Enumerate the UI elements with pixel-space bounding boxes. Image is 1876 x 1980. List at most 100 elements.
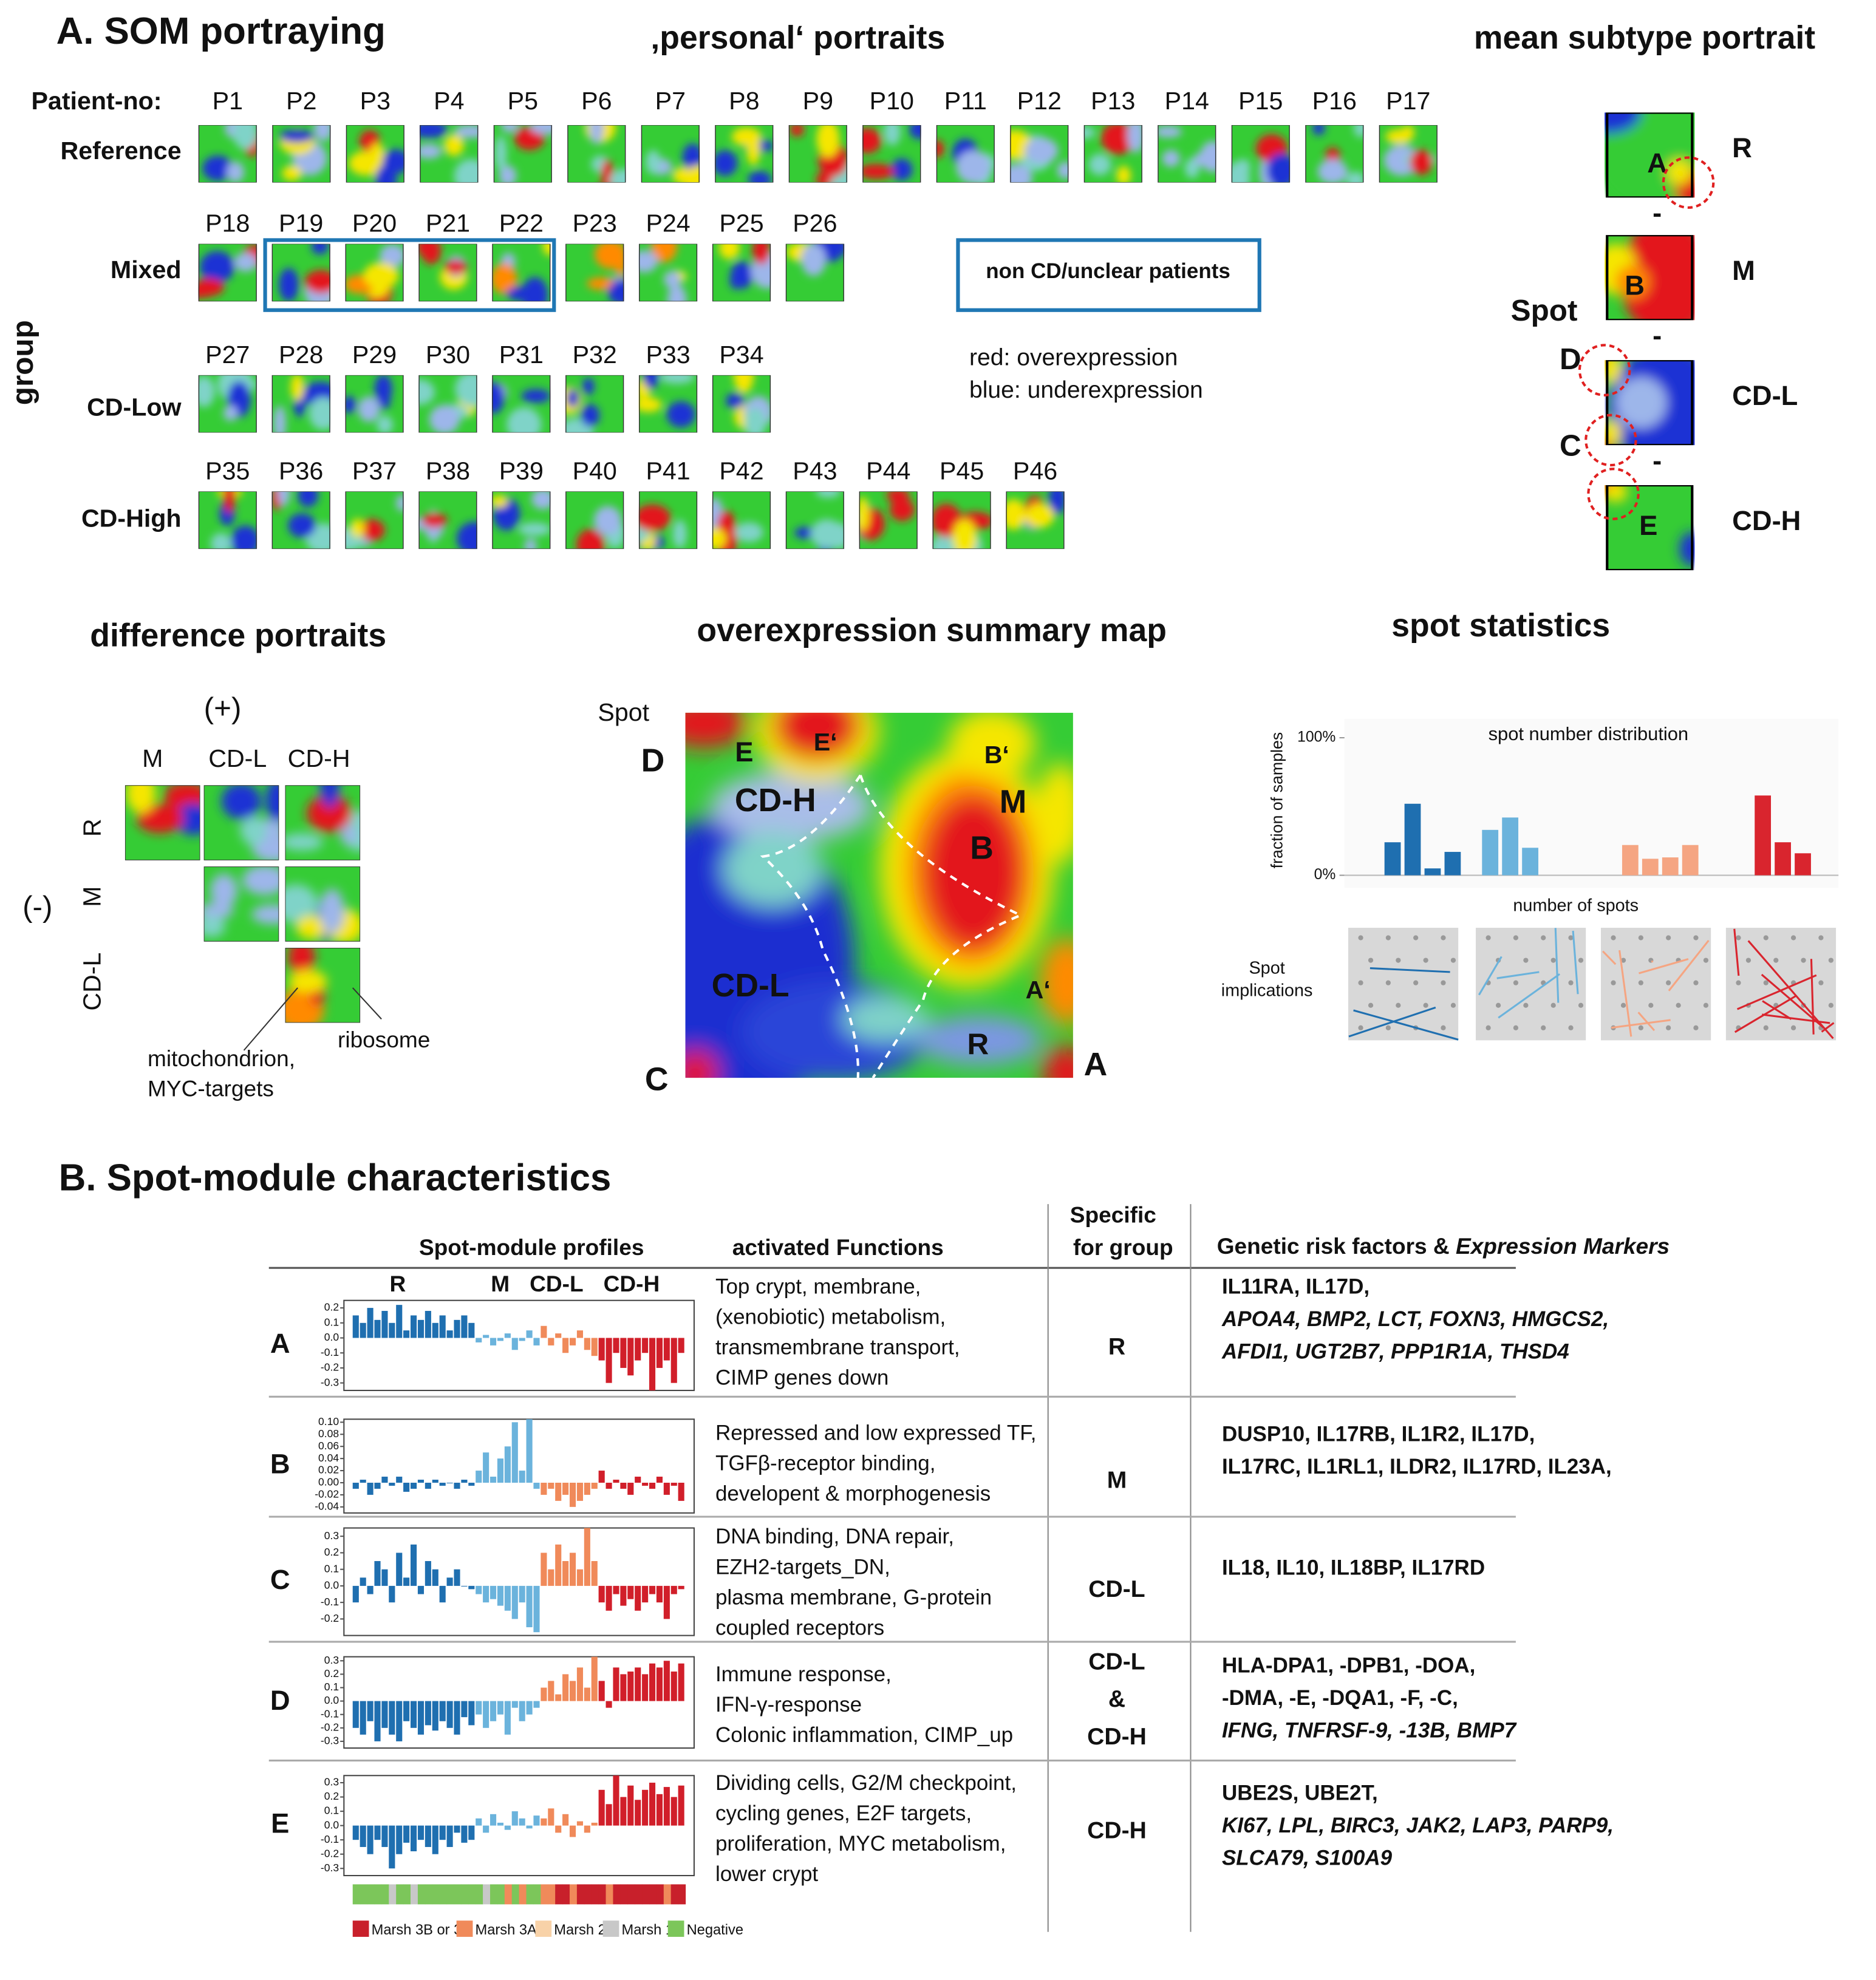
blob: [231, 525, 258, 549]
profile-bar: [360, 1322, 366, 1338]
row-label: Reference: [60, 137, 181, 165]
blob: [285, 1004, 303, 1021]
profile-bar: [381, 1701, 388, 1728]
portrait-frame: [639, 491, 698, 549]
portrait-blobs: [1157, 126, 1216, 179]
profile-bar: [417, 1319, 425, 1338]
profile-bar: [555, 1825, 562, 1833]
blob: [499, 165, 517, 183]
implication-dot: [1818, 935, 1824, 941]
portrait-frame: [271, 243, 330, 302]
blob: [1083, 126, 1096, 139]
implication-dot: [1450, 958, 1456, 963]
marsh-cell: [374, 1884, 382, 1905]
blob: [491, 263, 517, 294]
portrait-frame: [285, 866, 361, 942]
portrait: [565, 243, 624, 302]
portrait-blobs: [126, 785, 200, 835]
subtitle: ‚personal‘ portraits: [650, 20, 945, 56]
profile-bar: [381, 1569, 388, 1586]
profile-bar: [410, 1544, 417, 1586]
portrait-blobs: [279, 243, 331, 302]
blob: [429, 404, 460, 433]
specific-group: R: [1108, 1333, 1125, 1359]
blob: [1354, 124, 1364, 138]
profile-bar: [584, 1687, 590, 1701]
marsh-cell: [584, 1884, 592, 1905]
profile-frame: [343, 1418, 695, 1514]
y-tick-label: -0.1: [321, 1833, 339, 1845]
blob: [282, 165, 302, 181]
portrait-blobs: [198, 375, 258, 421]
profile-bar: [461, 1480, 468, 1483]
blob: [374, 375, 392, 404]
blob: [859, 497, 870, 531]
portrait: [345, 491, 404, 549]
y-tick-label: 0.08: [318, 1427, 339, 1440]
blob: [1048, 491, 1065, 515]
portrait-frame: [271, 491, 330, 549]
portrait-blobs: [932, 503, 992, 549]
blob: [638, 397, 662, 412]
blob: [936, 140, 944, 158]
profile-bar: [605, 1585, 612, 1611]
y-tick-label: 0.1: [324, 1316, 339, 1328]
spot-letter: D: [1560, 342, 1581, 376]
portrait-blobs: [273, 375, 331, 433]
implication-dot: [1763, 980, 1769, 985]
blob: [524, 539, 537, 549]
portrait-blobs: [418, 509, 477, 549]
blob: [1101, 124, 1136, 155]
portrait: [198, 375, 258, 433]
portrait: [418, 491, 477, 549]
patient-id: P36: [279, 457, 323, 485]
profile-bar: [461, 1585, 468, 1587]
profile-bar: [432, 1701, 438, 1731]
implication-dot: [1550, 1002, 1556, 1008]
blob: [223, 405, 238, 421]
portrait-blobs: [576, 506, 624, 549]
implication-dot: [1358, 980, 1363, 985]
patient-id: P41: [646, 457, 690, 485]
legend-label: Marsh 3B or 3C: [372, 1922, 472, 1938]
subtitle: spot statistics: [1391, 608, 1610, 644]
portrait-frame: [936, 124, 995, 183]
map-label: M: [1000, 784, 1027, 820]
blob: [725, 393, 745, 409]
blob: [589, 124, 604, 145]
blob: [718, 243, 740, 260]
profile-bar: [533, 1482, 540, 1489]
separator: -: [1653, 320, 1662, 351]
profile-bar: [511, 1701, 518, 1708]
blob: [824, 243, 839, 258]
blob: [454, 124, 479, 138]
y-tick-label: 0.00: [318, 1476, 339, 1488]
diff-row-label: CD-L: [78, 953, 106, 1011]
implication-dot: [1745, 958, 1752, 963]
patient-id: P24: [646, 209, 690, 237]
profile-bar: [548, 1569, 554, 1586]
portrait: [198, 243, 258, 302]
marsh-cell: [367, 1884, 375, 1905]
row-letter: A: [270, 1328, 290, 1359]
implication-dot: [1638, 980, 1643, 985]
blob: [288, 513, 316, 538]
portrait: [285, 947, 361, 1023]
patient-id: P30: [426, 341, 470, 369]
patient-id: P6: [581, 87, 612, 115]
profile-bar: [381, 1477, 388, 1483]
patient-id: P21: [426, 209, 470, 237]
portrait: [285, 866, 361, 942]
y-axis-label: fraction of samples: [1268, 732, 1286, 869]
marsh-cell: [381, 1884, 389, 1905]
profile-bar: [562, 1338, 569, 1353]
portrait: [419, 124, 479, 183]
profile-bar: [620, 1482, 627, 1489]
profile-bar: [663, 1787, 670, 1826]
profile-bar: [389, 1482, 395, 1486]
blob: [862, 128, 882, 154]
blob: [542, 243, 551, 256]
function-text: Immune response,: [715, 1662, 892, 1686]
blob: [455, 375, 477, 407]
profile-bar: [562, 1674, 569, 1701]
